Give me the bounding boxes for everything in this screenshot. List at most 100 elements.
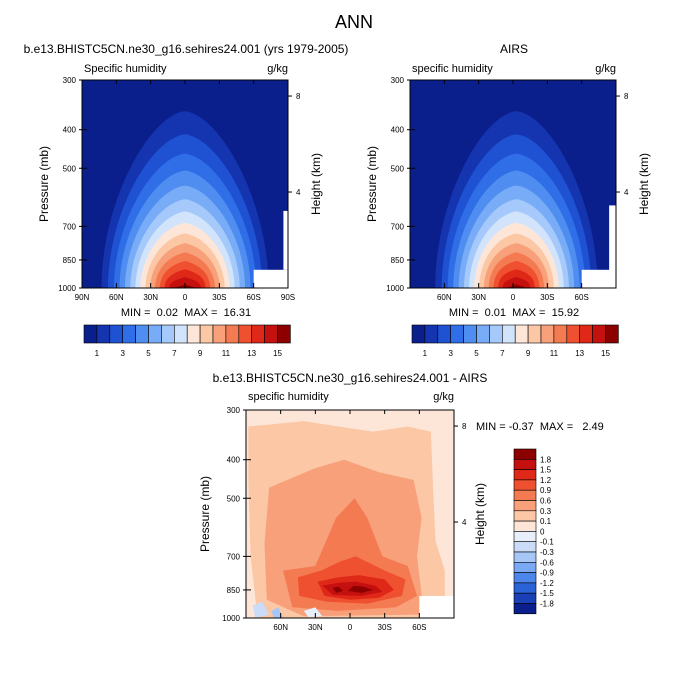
panel-obs-stats: MIN = 0.01 MAX = 15.92 — [449, 307, 579, 319]
colorbar-swatch — [450, 324, 464, 344]
colorbar-swatch — [437, 324, 451, 344]
colorbar-label: 1 — [423, 349, 428, 358]
colorbar-swatch — [605, 324, 619, 344]
x-tick-label: 0 — [183, 293, 188, 302]
panel-diff-field — [246, 410, 454, 618]
panel-model-field — [82, 80, 288, 288]
colorbar-label: 3 — [120, 349, 125, 358]
colorbar-swatch — [411, 324, 426, 344]
colorbar-swatch — [238, 324, 253, 344]
colorbar-swatch — [513, 531, 537, 543]
y-tick-label: 500 — [63, 164, 77, 173]
contour-band — [169, 276, 201, 288]
panel-obs-y2label: Height (km) — [637, 153, 651, 215]
colorbar-label: 7 — [500, 349, 505, 358]
colorbar-label: 11 — [550, 349, 559, 358]
colorbar-swatch — [212, 324, 227, 344]
missing-data — [419, 595, 454, 618]
contour-band — [303, 607, 323, 618]
missing-data — [253, 269, 288, 288]
missing-data — [581, 269, 616, 288]
colorbar-swatch — [83, 324, 98, 344]
colorbar-label: 9 — [198, 349, 203, 358]
y-tick-label: 1000 — [222, 614, 240, 623]
panel-obs-ylabel: Pressure (mb) — [365, 146, 379, 222]
colorbar-swatch — [513, 520, 537, 532]
colorbar-swatch — [476, 324, 490, 344]
colorbar-swatch — [489, 324, 503, 344]
colorbar-swatch — [161, 324, 175, 344]
x-tick-label: 60S — [575, 293, 589, 302]
panel-model-stats: MIN = 0.02 MAX = 16.31 — [121, 307, 251, 319]
x-tick-label: 60S — [247, 293, 261, 302]
y-tick-label: 1000 — [386, 284, 404, 293]
colorbar-label: 7 — [172, 349, 177, 358]
colorbar-swatch — [513, 489, 537, 501]
colorbar-swatch — [251, 324, 265, 344]
colorbar-swatch — [109, 324, 124, 344]
colorbar-swatch — [424, 324, 439, 344]
colorbar-label: 1.8 — [540, 455, 552, 464]
contour-band — [271, 607, 283, 618]
y-tick-label: 1000 — [58, 284, 76, 293]
colorbar-label: 0.1 — [540, 517, 552, 526]
panel-model-colorbar: 1 3 5 7 9 11 13 15 — [83, 324, 291, 358]
panel-model-variable: Specific humidity — [84, 63, 167, 75]
colorbar-label: -0.1 — [540, 538, 554, 547]
colorbar-swatch — [277, 324, 291, 344]
panel-obs: AIRS specific humidity g/kg 300 400 500 700… — [365, 42, 651, 358]
colorbar-label: 0.6 — [540, 497, 552, 506]
panel-model-ylabel: Pressure (mb) — [37, 146, 51, 222]
x-tick-label: 30N — [308, 623, 323, 632]
colorbar-label: 5 — [474, 349, 479, 358]
y-tick-label: 850 — [227, 586, 241, 595]
colorbar-label: -1.5 — [540, 589, 554, 598]
panel-diff: b.e13.BHISTC5CN.ne30_g16.sehires24.001 -… — [198, 371, 604, 632]
colorbar-swatch — [513, 541, 537, 553]
contour-band — [502, 276, 531, 288]
x-tick-label: 90N — [75, 293, 90, 302]
y-tick-label: 700 — [391, 222, 405, 231]
figure-title: ANN — [335, 12, 373, 32]
x-tick-label: 60N — [273, 623, 288, 632]
y-tick-label: 700 — [227, 552, 241, 561]
colorbar-label: 3 — [448, 349, 453, 358]
panel-diff-variable: specific humidity — [248, 391, 329, 403]
colorbar-swatch — [513, 510, 537, 522]
colorbar-swatch — [96, 324, 111, 344]
x-tick-label: 30S — [212, 293, 226, 302]
colorbar-swatch — [513, 561, 537, 573]
y2-tick-label: 8 — [296, 92, 301, 101]
panel-diff-title: b.e13.BHISTC5CN.ne30_g16.sehires24.001 -… — [213, 371, 488, 385]
colorbar-label: -1.8 — [540, 600, 554, 609]
panel-model-units: g/kg — [267, 63, 288, 75]
contour-band — [347, 585, 374, 593]
y-tick-label: 850 — [391, 256, 405, 265]
panel-diff-stats: MIN = -0.37 MAX = 2.49 — [476, 421, 604, 433]
colorbar-swatch — [513, 592, 537, 604]
y2-tick-label: 4 — [296, 188, 301, 197]
colorbar-swatch — [513, 479, 537, 491]
y2-tick-label: 4 — [624, 188, 629, 197]
colorbar-swatch — [513, 448, 537, 460]
colorbar-label: 13 — [575, 349, 584, 358]
x-tick-label: 30S — [540, 293, 554, 302]
y-tick-label: 300 — [391, 76, 405, 85]
colorbar-label: 13 — [247, 349, 256, 358]
panel-model-title: b.e13.BHISTC5CN.ne30_g16.sehires24.001 (… — [24, 42, 349, 56]
panel-obs-units: g/kg — [595, 63, 616, 75]
x-tick-label: 60N — [437, 293, 452, 302]
contour-band — [252, 601, 270, 618]
colorbar-label: 5 — [146, 349, 151, 358]
colorbar-swatch — [148, 324, 162, 344]
y-tick-label: 500 — [391, 164, 405, 173]
x-tick-label: 60N — [109, 293, 124, 302]
colorbar-swatch — [186, 324, 201, 344]
y-tick-label: 300 — [63, 76, 77, 85]
panel-diff-colorbar: 1.81.51.20.90.60.30.10-0.1-0.3-0.6-0.9-1… — [513, 448, 554, 615]
colorbar-swatch — [513, 469, 537, 481]
colorbar-label: 1.2 — [540, 476, 552, 485]
colorbar-label: 9 — [526, 349, 531, 358]
contour-band — [507, 284, 526, 288]
